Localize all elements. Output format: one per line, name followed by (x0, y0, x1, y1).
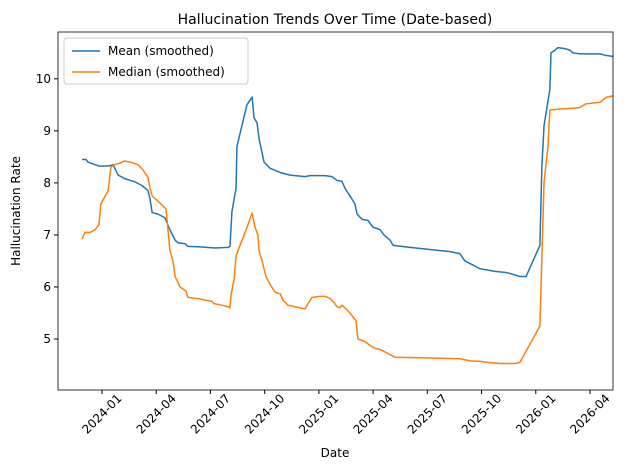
legend-label: Median (smoothed) (108, 65, 225, 79)
plot-frame (57, 31, 614, 391)
series-line (81, 95, 614, 365)
legend-box (63, 37, 249, 85)
legend-label: Mean (smoothed) (108, 44, 214, 58)
x-axis-label: Date (321, 446, 350, 460)
y-axis-label: Hallucination Rate (9, 156, 23, 266)
y-tick-label: 7 (43, 228, 51, 242)
chart-title: Hallucination Trends Over Time (Date-bas… (178, 12, 493, 28)
y-tick-label: 10 (36, 72, 51, 86)
y-tick-label: 5 (43, 332, 51, 346)
series-line (82, 46, 614, 278)
y-tick-label: 9 (43, 124, 51, 138)
y-tick-label: 6 (43, 280, 51, 294)
y-tick-label: 8 (43, 176, 51, 190)
